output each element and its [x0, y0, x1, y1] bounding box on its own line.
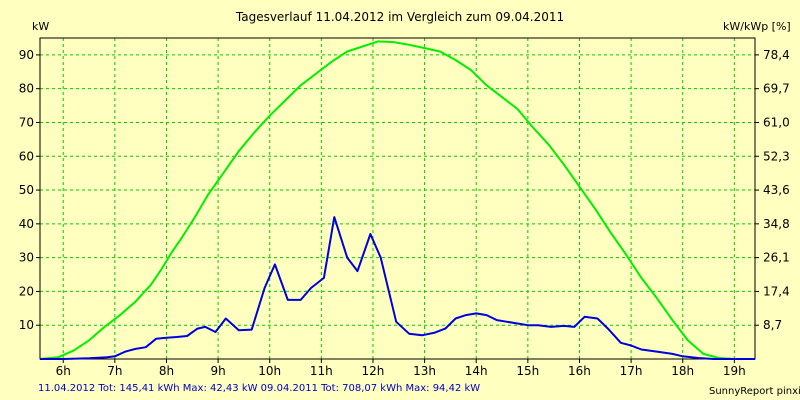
y-tick-label-right: 52,3: [763, 149, 790, 163]
x-tick-label: 17h: [620, 364, 643, 378]
x-tick-label: 9h: [210, 364, 225, 378]
x-tick-label: 13h: [413, 364, 436, 378]
x-tick-label: 6h: [56, 364, 71, 378]
series-line-2011: [39, 40, 755, 360]
x-tick-label: 18h: [671, 364, 694, 378]
x-tick-label: 10h: [258, 364, 281, 378]
y-axis-unit-left: kW: [32, 20, 50, 33]
plot-background: [40, 38, 755, 359]
y-tick-label-right: 26,1: [763, 251, 790, 265]
y-tick-label-left: 50: [19, 183, 34, 197]
x-tick-label: 19h: [723, 364, 746, 378]
y-tick-label-right: 69,7: [763, 82, 790, 96]
y-tick-label-left: 80: [19, 82, 34, 96]
y-tick-label-right: 17,4: [763, 284, 790, 298]
x-tick-label: 16h: [568, 364, 591, 378]
y-tick-label-right: 61,0: [763, 115, 790, 129]
y-axis-unit-right: kW/kWp [%]: [723, 20, 791, 33]
x-tick-label: 7h: [107, 364, 122, 378]
x-tick-label: 11h: [310, 364, 333, 378]
footer-credit: SunnyReport pinxit: [709, 386, 800, 397]
x-tick-label: 12h: [362, 364, 385, 378]
series-line-2012: [40, 216, 755, 360]
x-tick-label: 8h: [159, 364, 174, 378]
y-tick-label-right: 78,4: [763, 48, 790, 62]
y-tick-label-left: 30: [19, 251, 34, 265]
plot-frame: [39, 37, 756, 360]
y-tick-label-right: 43,6: [763, 183, 790, 197]
y-tick-label-left: 70: [19, 115, 34, 129]
y-tick-label-left: 20: [19, 284, 34, 298]
footer-summary: 11.04.2012 Tot: 145,41 kWh Max: 42,43 kW…: [38, 383, 481, 394]
y-tick-label-left: 60: [19, 149, 34, 163]
y-tick-label-right: 34,8: [763, 217, 790, 231]
y-tick-label-left: 40: [19, 217, 34, 231]
y-tick-label-right: 8,7: [763, 318, 782, 332]
x-tick-label: 14h: [465, 364, 488, 378]
x-tick-label: 15h: [516, 364, 539, 378]
chart-title: Tagesverlauf 11.04.2012 im Vergleich zum…: [235, 10, 565, 24]
y-tick-label-left: 10: [19, 318, 34, 332]
y-tick-label-left: 90: [19, 48, 34, 62]
